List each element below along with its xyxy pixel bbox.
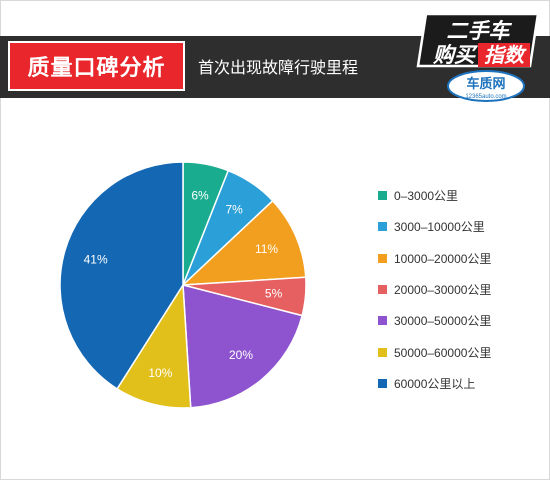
legend-item-1: 3000–10000公里 (378, 211, 491, 242)
legend-swatch-4 (378, 316, 387, 326)
legend-item-6: 60000公里以上 (378, 368, 491, 399)
logo-line2-b: 指数 (484, 43, 527, 67)
logo-line1: 二手车 (447, 19, 513, 43)
pie-slice-label-3: 5% (265, 287, 283, 301)
brand-logo: 二手车 购买 指数 车质网 12365auto.com (416, 12, 540, 102)
pie-slice-label-5: 10% (148, 366, 172, 380)
pie-slice-label-4: 20% (229, 348, 253, 362)
logo-url: 12365auto.com (465, 94, 506, 100)
pie-slices (59, 161, 307, 409)
legend-swatch-2 (378, 253, 387, 263)
pie-slice-2 (180, 199, 307, 286)
pie-labels: 6% 7% 11% 5% 20% 10% 41% (84, 189, 283, 381)
pie-slice-4 (182, 284, 304, 409)
page-title: 质量口碑分析 (8, 41, 185, 91)
legend-item-3: 20000–30000公里 (378, 274, 491, 305)
pie-slice-label-1: 7% (225, 203, 243, 217)
pie-slice-5 (116, 282, 192, 409)
legend-swatch-5 (378, 347, 387, 357)
legend-swatch-1 (378, 222, 387, 232)
legend-label-3: 20000–30000公里 (394, 283, 492, 298)
logo-line2-a: 购买 (432, 43, 479, 67)
legend-label-6: 60000公里以上 (394, 376, 476, 391)
pie-slice-6 (59, 161, 184, 390)
legend-label-4: 30000–50000公里 (394, 314, 492, 329)
legend-label-5: 50000–60000公里 (394, 345, 492, 360)
legend-label-2: 10000–20000公里 (394, 251, 492, 266)
legend-swatch-6 (378, 378, 387, 388)
logo-brand: 车质网 (466, 76, 505, 92)
pie-slice-label-6: 41% (84, 253, 108, 267)
pie-slice-label-0: 6% (191, 189, 209, 203)
legend-label-0: 0–3000公里 (394, 189, 459, 204)
legend-swatch-0 (378, 191, 387, 201)
legend-label-1: 3000–10000公里 (394, 220, 485, 235)
legend-swatch-3 (378, 285, 387, 295)
chart-legend: 0–3000公里 3000–10000公里 10000–20000公里 20000–3… (378, 180, 491, 399)
legend-item-2: 10000–20000公里 (378, 243, 491, 274)
legend-item-0: 0–3000公里 (378, 180, 491, 211)
legend-item-4: 30000–50000公里 (378, 305, 491, 336)
legend-item-5: 50000–60000公里 (378, 336, 491, 367)
header: 质量口碑分析 首次出现故障行驶里程 二手车 购买 指数 车质网 12365aut… (0, 0, 550, 112)
pie-slice-label-2: 11% (255, 242, 278, 256)
chart-subtitle: 首次出现故障行驶里程 (198, 58, 359, 77)
